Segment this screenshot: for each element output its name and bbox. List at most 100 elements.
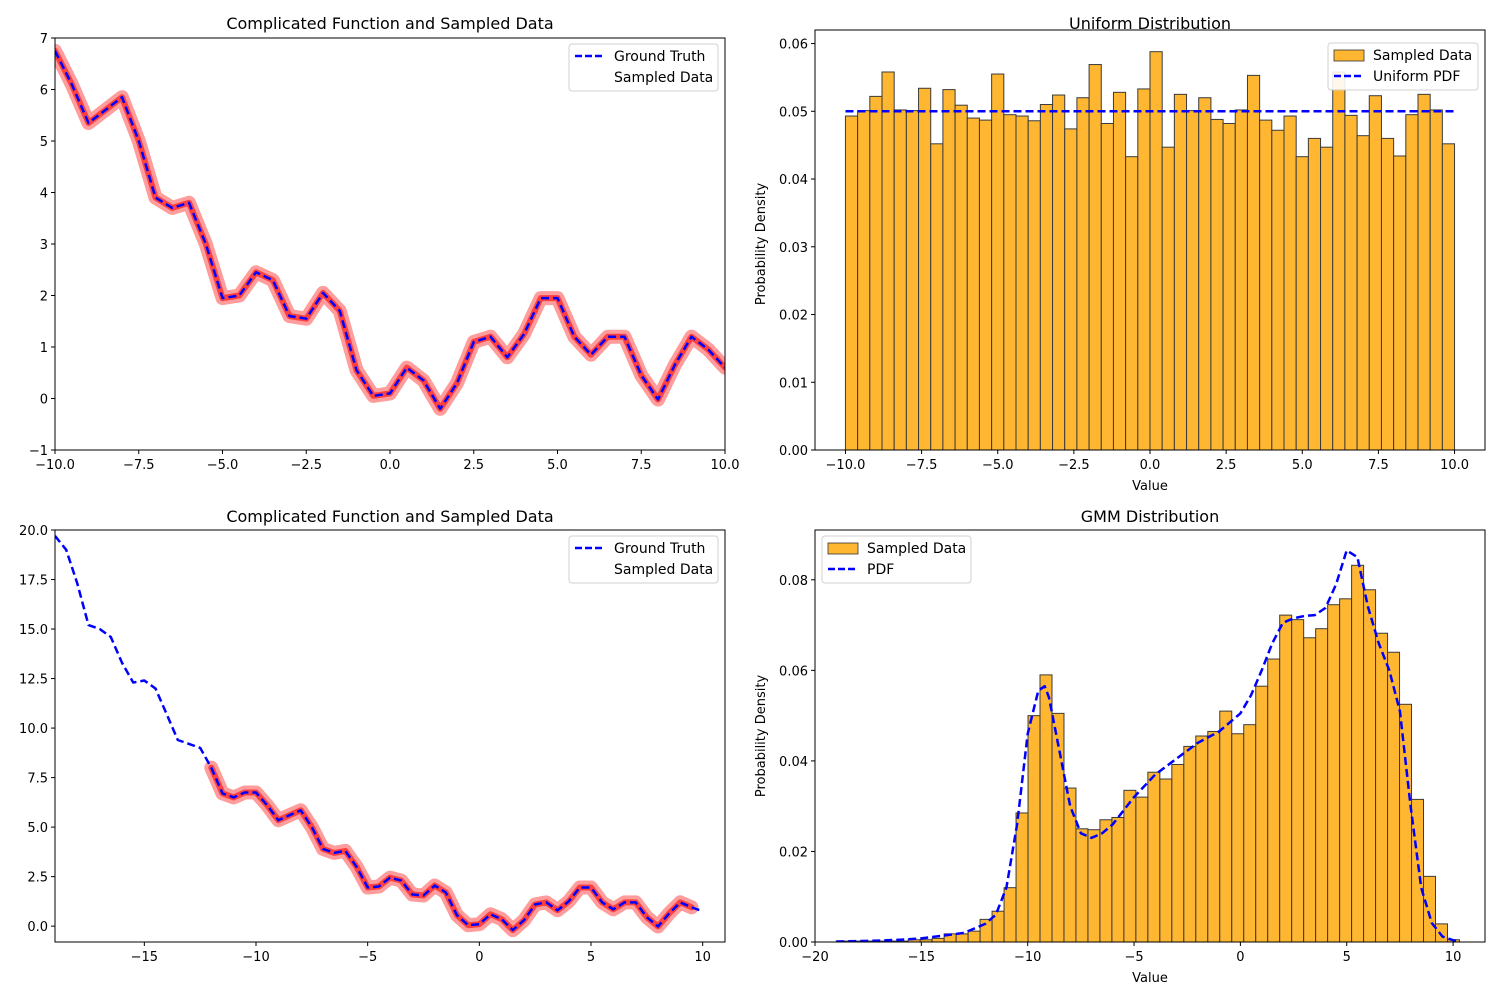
axes-frame — [814, 529, 1486, 943]
histogram-bar — [978, 119, 993, 450]
axes-frame — [54, 529, 726, 943]
x-tick-label: −5.0 — [982, 458, 1014, 473]
legend-box — [568, 535, 719, 584]
histogram-bar — [881, 71, 895, 450]
ground-truth-line — [55, 50, 725, 411]
chart-function-top: Complicated Function and Sampled Data −1… — [29, 14, 740, 473]
sampled-data-halo — [55, 43, 725, 416]
legend-box — [821, 535, 972, 584]
histogram-bar — [1183, 745, 1197, 942]
histogram-bar — [1219, 710, 1233, 942]
histogram-bar — [1195, 735, 1209, 942]
histogram-bar — [1279, 614, 1293, 942]
y-tick-label: 0.06 — [779, 38, 808, 53]
histogram-bar — [979, 918, 993, 942]
histogram-bar — [931, 937, 945, 942]
y-axis-label: Probability Density — [754, 675, 769, 798]
histogram-bar — [1344, 114, 1358, 450]
histogram-bar — [967, 930, 981, 942]
histogram-bar — [1015, 115, 1029, 450]
legend-label-uniform-pdf: Uniform PDF — [1373, 69, 1460, 85]
histogram-bar — [1088, 64, 1102, 450]
y-axis-label: Probability Density — [754, 183, 769, 306]
histogram-bar — [1405, 114, 1419, 450]
y-tick-label: 10.0 — [19, 722, 48, 737]
chart-uniform: Uniform Distribution −10.0 −7.5 −5.0 −2.5 0.… — [754, 14, 1486, 494]
y-tick-label: 0.06 — [779, 664, 808, 679]
histogram-bar — [1100, 122, 1114, 450]
histogram-bar — [1076, 97, 1090, 450]
histogram-bar — [1064, 128, 1078, 450]
x-tick-label: 10 — [694, 950, 711, 965]
legend-box — [568, 43, 719, 92]
x-tick-label: −10 — [242, 950, 269, 965]
x-tick-label: −15 — [908, 950, 935, 965]
y-tick-label: 1 — [40, 341, 48, 356]
y-tick-label: 0.03 — [779, 241, 808, 256]
legend: Ground Truth Sampled Data — [568, 535, 719, 584]
histogram-bar — [1295, 156, 1309, 450]
x-tick-label: −5 — [1124, 950, 1143, 965]
histogram-bar — [991, 73, 1005, 450]
legend-label-sampled-data: Sampled Data — [867, 541, 966, 557]
legend-swatch-sampled-data — [1333, 49, 1365, 62]
plot-area — [55, 43, 725, 416]
histogram-bar — [1027, 120, 1041, 450]
x-tick-label: −2.5 — [290, 458, 322, 473]
histogram-bar — [1231, 733, 1245, 942]
legend-label-sampled-data: Sampled Data — [614, 70, 713, 86]
histogram-bar — [1137, 88, 1151, 450]
x-tick-label: 10.0 — [1440, 458, 1469, 473]
histogram-bar — [1099, 819, 1113, 942]
plot-area — [55, 535, 704, 938]
histogram-bar — [1380, 137, 1395, 450]
legend-swatch-sampled-data — [827, 542, 859, 555]
legend: Sampled Data PDF — [821, 535, 972, 584]
legend-box — [1327, 42, 1479, 91]
y-tick-label: 6 — [40, 84, 48, 99]
histogram-bar — [1161, 146, 1175, 450]
y-tick-label: 15.0 — [19, 623, 48, 638]
histogram-bar — [1435, 923, 1448, 942]
x-tick-label: −10.0 — [35, 458, 75, 473]
histogram-bar — [1259, 119, 1273, 450]
histogram-bar — [1198, 97, 1212, 450]
histogram-bar — [1159, 778, 1173, 942]
histogram-bar — [1246, 74, 1261, 450]
y-tick-label: 2.5 — [27, 871, 48, 886]
histogram-bar — [893, 109, 907, 450]
histogram-bar — [1210, 118, 1224, 450]
histogram-bar — [1003, 887, 1017, 942]
x-tick-label: 0.0 — [380, 458, 401, 473]
chart-title: Complicated Function and Sampled Data — [226, 14, 553, 33]
histogram-bar — [942, 89, 956, 450]
x-tick-label: −7.5 — [123, 458, 155, 473]
histogram-bar — [1307, 137, 1322, 450]
histogram-bar — [1075, 828, 1089, 942]
x-tick-label: 0.0 — [1140, 458, 1161, 473]
x-tick-label: −5.0 — [207, 458, 239, 473]
histogram-bar — [1135, 796, 1149, 942]
histogram-bar — [1356, 135, 1370, 450]
histogram-bar — [1429, 109, 1443, 450]
y-tick-label: 0.00 — [779, 936, 808, 951]
histogram-bar — [1207, 730, 1221, 942]
histogram-bar — [1441, 143, 1456, 450]
legend: Sampled Data Uniform PDF — [1327, 42, 1479, 91]
x-tick-label: 5 — [587, 950, 595, 965]
histogram-bar — [1125, 156, 1139, 450]
histogram-bar — [1387, 651, 1401, 942]
histogram-bar — [1111, 816, 1125, 942]
histogram-bar — [1303, 637, 1317, 942]
histogram-bar — [1320, 146, 1334, 450]
histogram-bar — [1283, 115, 1297, 450]
histogram-bar — [1271, 129, 1285, 450]
x-tick-label: 0 — [1236, 950, 1244, 965]
histogram-bar — [1339, 598, 1353, 942]
y-tick-label: 0.0 — [27, 920, 48, 935]
histogram-bar — [955, 933, 969, 942]
legend-label-ground-truth: Ground Truth — [614, 541, 705, 557]
histogram-bar — [1039, 104, 1054, 450]
histogram-bar — [1003, 114, 1017, 450]
chart-title: GMM Distribution — [1081, 507, 1219, 526]
